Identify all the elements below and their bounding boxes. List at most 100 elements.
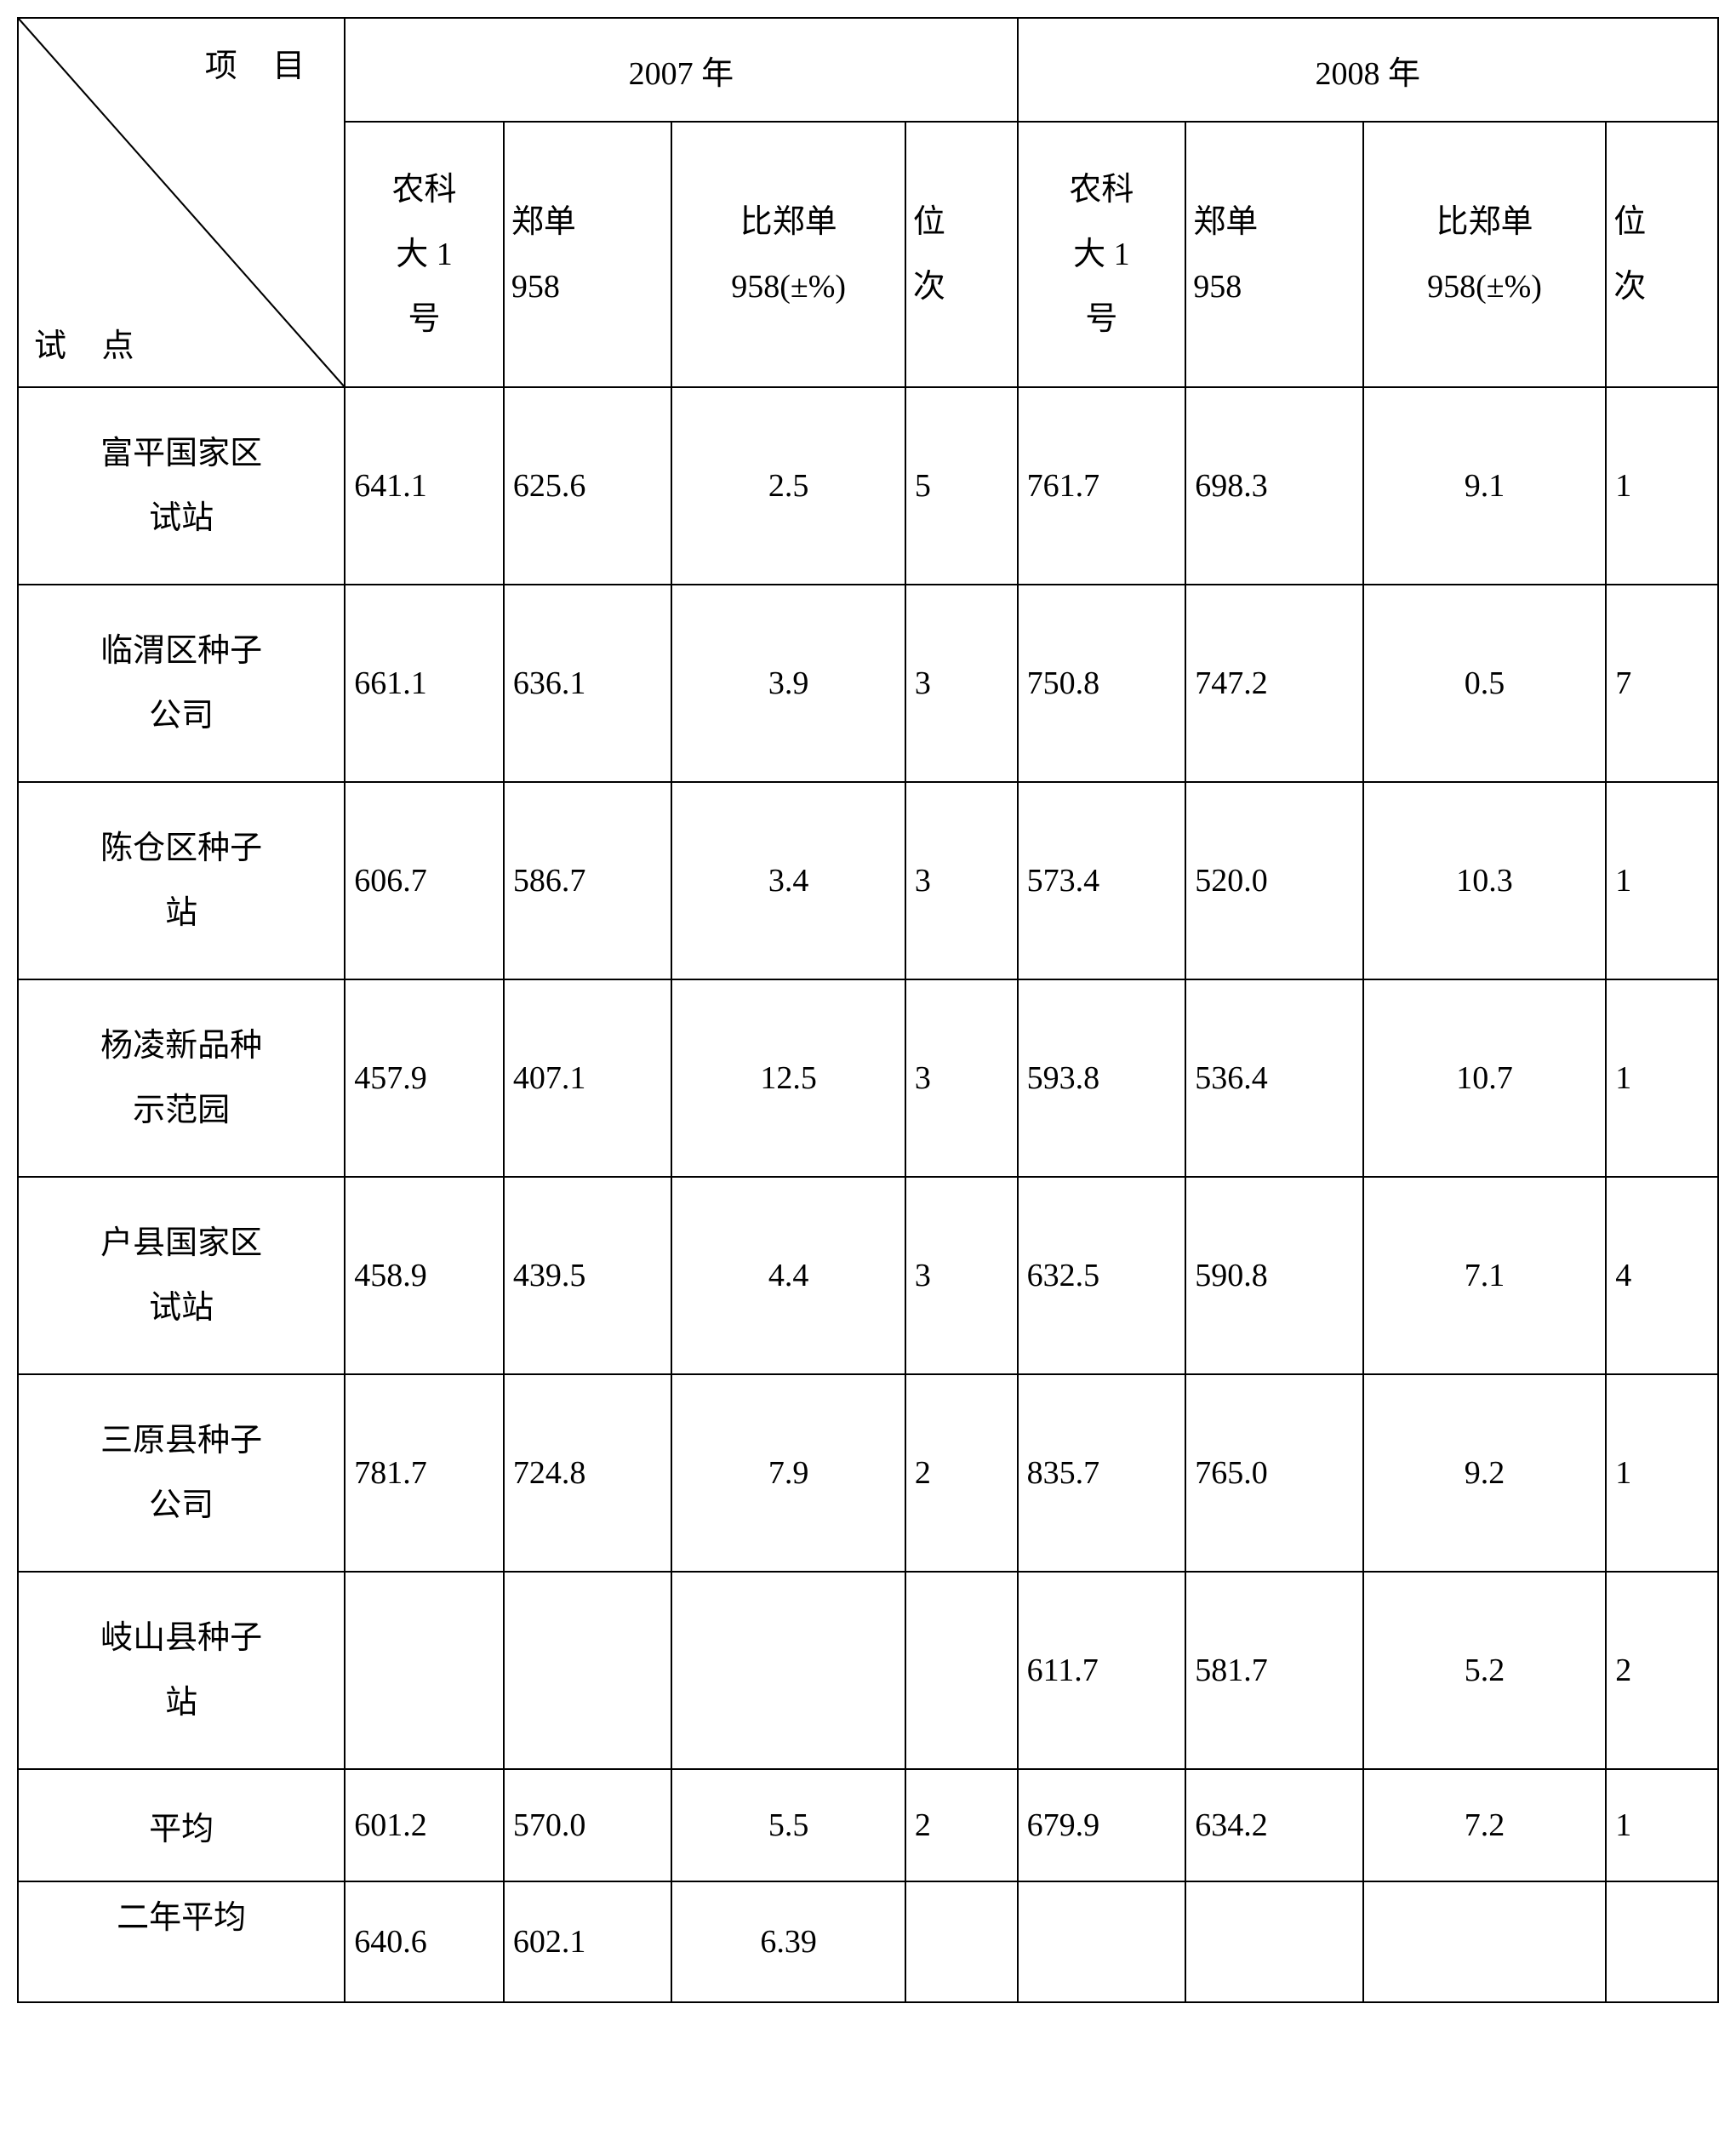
cell: 661.1 [345,585,504,782]
cell: 12.5 [671,979,905,1177]
row-label: 平均 [18,1769,345,1881]
cell: 10.3 [1363,782,1606,979]
cell [1185,1881,1363,2002]
cell: 3.9 [671,585,905,782]
cell: 4.4 [671,1177,905,1374]
row-label: 二年平均 [18,1881,345,2002]
cell: 458.9 [345,1177,504,1374]
header-site: 试 点 [34,319,148,366]
cell: 724.8 [504,1374,672,1572]
cell: 0.5 [1363,585,1606,782]
cell: 457.9 [345,979,504,1177]
cell: 7 [1606,585,1718,782]
cell [905,1881,1018,2002]
cell: 781.7 [345,1374,504,1572]
cell: 590.8 [1185,1177,1363,1374]
sub-rank-08: 位次 [1606,122,1718,387]
cell: 536.4 [1185,979,1363,1177]
table-row: 杨凌新品种示范园 457.9 407.1 12.5 3 593.8 536.4 … [18,979,1718,1177]
cell: 602.1 [504,1881,672,2002]
data-table: 项 目 试 点 2007 年 2008 年 农科大 1号 郑单958 比郑单95… [17,17,1719,2003]
cell: 407.1 [504,979,672,1177]
row-label: 户县国家区试站 [18,1177,345,1374]
cell: 9.2 [1363,1374,1606,1572]
cell [1363,1881,1606,2002]
cell: 593.8 [1018,979,1186,1177]
table-row-two-year: 二年平均 640.6 602.1 6.39 [18,1881,1718,2002]
table-body: 富平国家区试站 641.1 625.6 2.5 5 761.7 698.3 9.… [18,387,1718,2002]
cell: 1 [1606,979,1718,1177]
row-label: 三原县种子公司 [18,1374,345,1572]
cell: 5.2 [1363,1572,1606,1769]
cell: 634.2 [1185,1769,1363,1881]
cell: 625.6 [504,387,672,585]
cell: 3 [905,979,1018,1177]
cell: 9.1 [1363,387,1606,585]
cell: 6.39 [671,1881,905,2002]
table-row: 户县国家区试站 458.9 439.5 4.4 3 632.5 590.8 7.… [18,1177,1718,1374]
sub-nkd1-08: 农科大 1号 [1018,122,1186,387]
cell [1606,1881,1718,2002]
table-row: 岐山县种子站 611.7 581.7 5.2 2 [18,1572,1718,1769]
cell: 698.3 [1185,387,1363,585]
header-project: 项 目 [205,39,319,86]
cell: 1 [1606,1374,1718,1572]
cell: 3 [905,1177,1018,1374]
cell: 761.7 [1018,387,1186,585]
row-label: 陈仓区种子站 [18,782,345,979]
cell: 3.4 [671,782,905,979]
cell: 581.7 [1185,1572,1363,1769]
cell: 765.0 [1185,1374,1363,1572]
row-label: 富平国家区试站 [18,387,345,585]
cell: 520.0 [1185,782,1363,979]
cell: 632.5 [1018,1177,1186,1374]
row-label: 杨凌新品种示范园 [18,979,345,1177]
cell: 5 [905,387,1018,585]
cell: 2 [905,1769,1018,1881]
cell: 640.6 [345,1881,504,2002]
cell: 573.4 [1018,782,1186,979]
cell: 747.2 [1185,585,1363,782]
cell [905,1572,1018,1769]
sub-rank-07: 位次 [905,122,1018,387]
cell: 636.1 [504,585,672,782]
cell [1018,1881,1186,2002]
table-row: 富平国家区试站 641.1 625.6 2.5 5 761.7 698.3 9.… [18,387,1718,585]
table-row: 陈仓区种子站 606.7 586.7 3.4 3 573.4 520.0 10.… [18,782,1718,979]
cell: 5.5 [671,1769,905,1881]
cell [504,1572,672,1769]
table-row: 临渭区种子公司 661.1 636.1 3.9 3 750.8 747.2 0.… [18,585,1718,782]
cell: 2 [905,1374,1018,1572]
cell: 750.8 [1018,585,1186,782]
cell: 835.7 [1018,1374,1186,1572]
row-label: 临渭区种子公司 [18,585,345,782]
cell: 3 [905,585,1018,782]
cell: 641.1 [345,387,504,585]
cell: 2 [1606,1572,1718,1769]
cell: 601.2 [345,1769,504,1881]
cell: 570.0 [504,1769,672,1881]
cell: 2.5 [671,387,905,585]
corner-header: 项 目 试 点 [18,18,345,387]
cell: 439.5 [504,1177,672,1374]
cell: 1 [1606,387,1718,585]
cell: 4 [1606,1177,1718,1374]
row-label: 岐山县种子站 [18,1572,345,1769]
sub-nkd1-07: 农科大 1号 [345,122,504,387]
cell: 1 [1606,1769,1718,1881]
sub-zd958-08: 郑单958 [1185,122,1363,387]
sub-bzd958-08: 比郑单958(±%) [1363,122,1606,387]
cell: 7.9 [671,1374,905,1572]
cell: 7.2 [1363,1769,1606,1881]
cell [671,1572,905,1769]
cell: 1 [1606,782,1718,979]
header-2008: 2008 年 [1018,18,1718,122]
sub-bzd958-07: 比郑单958(±%) [671,122,905,387]
header-2007: 2007 年 [345,18,1017,122]
table-row: 三原县种子公司 781.7 724.8 7.9 2 835.7 765.0 9.… [18,1374,1718,1572]
table-row-avg: 平均 601.2 570.0 5.5 2 679.9 634.2 7.2 1 [18,1769,1718,1881]
cell: 606.7 [345,782,504,979]
cell: 611.7 [1018,1572,1186,1769]
cell: 7.1 [1363,1177,1606,1374]
cell: 10.7 [1363,979,1606,1177]
